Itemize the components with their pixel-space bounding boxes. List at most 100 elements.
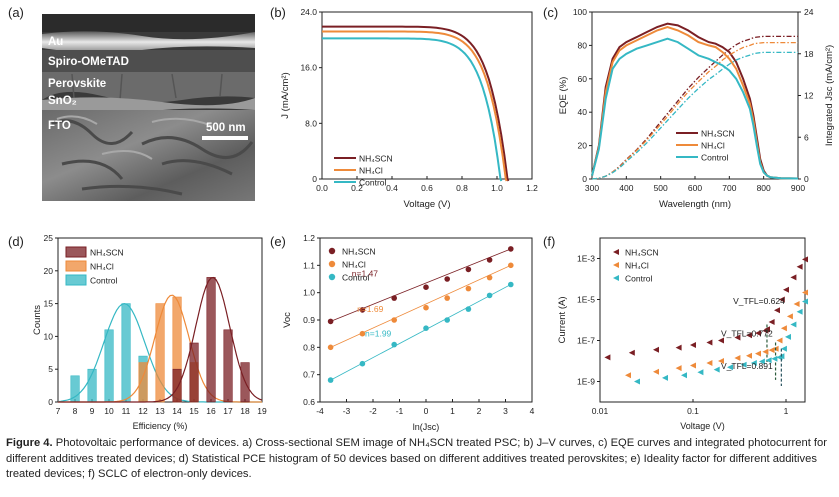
eqe-y2tick-2: 12 <box>804 91 814 101</box>
ideality-xtick-4: 0 <box>424 406 429 416</box>
ideality-point-0-5 <box>465 266 472 273</box>
ideality-point-2-2 <box>391 341 397 348</box>
eqe-ytick-2: 40 <box>578 107 588 117</box>
caption-text: Photovoltaic performance of devices. a) … <box>6 437 827 481</box>
ideality-point-1-7 <box>508 262 514 269</box>
ideality-xtick-2: -2 <box>369 406 377 416</box>
ideality-annotation-0: n=1.47 <box>352 268 379 278</box>
sclc-point-0-15 <box>783 286 789 293</box>
sclc-point-1-0 <box>625 372 631 379</box>
sclc-point-0-13 <box>774 307 780 314</box>
sclc-point-2-3 <box>697 369 704 376</box>
pce-ytick-0: 0 <box>48 397 53 407</box>
panel-label-f: (f) <box>543 234 556 249</box>
eqe-y2tick-0: 0 <box>804 174 809 184</box>
sclc-point-2-13 <box>780 345 787 352</box>
sclc-point-2-16 <box>796 308 803 315</box>
sclc-point-1-2 <box>675 365 682 372</box>
sclc-point-0-9 <box>755 330 761 337</box>
sclc-point-2-6 <box>740 361 747 368</box>
ideality-xtick-0: -4 <box>316 406 324 416</box>
jv-xtick-0: 0.0 <box>316 183 328 193</box>
ideality-point-0-2 <box>391 295 397 301</box>
sclc-point-1-16 <box>802 289 808 296</box>
ideality-xtick-3: -1 <box>396 406 404 416</box>
sem-label-sno2: SnO₂ <box>48 95 77 107</box>
ideality-annotation-1: n=1.69 <box>357 304 384 314</box>
sclc-point-1-1 <box>653 368 659 375</box>
pce-xtick-12: 19 <box>257 406 267 416</box>
pce-xtick-4: 11 <box>122 406 131 416</box>
pce-xtick-6: 13 <box>155 406 165 416</box>
ideality-legend-label-0: NH₄SCN <box>342 247 376 257</box>
pce-xlabel: Efficiency (%) <box>133 421 188 431</box>
sclc-legend-swatch-0 <box>613 249 619 255</box>
integrated-curve-2 <box>591 51 798 180</box>
eqe-xtick-5: 800 <box>757 183 771 193</box>
sclc-point-1-3 <box>690 362 696 369</box>
sclc-point-0-7 <box>734 334 741 341</box>
sclc-point-1-12 <box>776 337 783 344</box>
eqe-legend-label-2: Control <box>701 153 729 163</box>
pce-ytick-4: 20 <box>44 266 54 276</box>
pce-legend-swatch-1 <box>65 260 87 272</box>
sem-label-perovskite: Perovskite <box>48 78 106 90</box>
jv-xtick-3: 0.6 <box>421 183 433 193</box>
sclc-point-2-17 <box>802 298 808 305</box>
eqe-ytick-4: 80 <box>578 40 588 50</box>
ideality-point-2-6 <box>486 292 493 299</box>
pce-ytick-5: 25 <box>44 233 54 243</box>
jv-ytick-0: 0 <box>312 174 317 184</box>
panel-label-a: (a) <box>8 5 24 20</box>
ideality-point-2-7 <box>508 281 514 288</box>
jv-xtick-5: 1.0 <box>491 183 503 193</box>
sclc-legend-label-0: NH₄SCN <box>625 248 659 258</box>
ideality-ytick-0: 0.6 <box>303 397 315 407</box>
sclc-point-2-15 <box>790 321 797 328</box>
pce-ylabel: Counts <box>32 305 43 335</box>
pce-xtick-1: 8 <box>73 406 78 416</box>
panel-label-d: (d) <box>8 234 24 249</box>
sclc-vtfl-label-1: V_TFL=0.772 <box>721 328 773 338</box>
ideality-legend-swatch-0 <box>328 247 336 255</box>
sclc-ytick-0: 1E-9 <box>577 377 595 387</box>
pce-bar-0-2 <box>104 329 114 403</box>
sclc-point-1-13 <box>780 325 787 332</box>
jv-curve-2 <box>322 37 503 182</box>
ideality-legend-swatch-1 <box>328 260 336 268</box>
eqe-xtick-2: 500 <box>654 183 668 193</box>
sclc-xtick-2: 1 <box>784 406 789 416</box>
sclc-xtick-0: 0.01 <box>592 406 609 416</box>
sclc-point-2-5 <box>727 364 733 371</box>
sclc-point-2-7 <box>750 360 757 366</box>
panel-label-c: (c) <box>543 5 559 20</box>
sclc-ytick-2: 1E-5 <box>577 295 595 305</box>
sem-scale-bar <box>202 136 248 140</box>
jv-xtick-1: 0.2 <box>351 183 363 193</box>
sclc-vtfl-label-0: V_TFL=0.624 <box>733 296 785 306</box>
ideality-point-2-5 <box>465 306 472 312</box>
sclc-point-0-12 <box>768 319 775 325</box>
jv-ylabel: J (mA/cm²) <box>280 72 291 118</box>
pce-xtick-5: 12 <box>138 406 148 416</box>
eqe-ytick-3: 60 <box>578 74 588 84</box>
jv-xlabel: Voltage (V) <box>404 199 451 210</box>
jv-xtick-2: 0.4 <box>386 183 398 193</box>
sclc-point-0-14 <box>778 296 785 303</box>
eqe-chart: 300 400 500 600 700 800 9000204060801000612182… <box>558 7 835 210</box>
pce-legend-swatch-2 <box>65 274 87 286</box>
pce-histogram: 7 8 9 10 11 12 13 14 15 16 17 18 19 0 5 10 15 20 25 Efficie… <box>32 233 267 431</box>
sclc-point-0-3 <box>675 344 682 351</box>
caption-lead: Figure 4. <box>6 437 53 449</box>
pce-legend-label-0: NH₄SCN <box>90 248 124 258</box>
ideality-ytick-5: 1.1 <box>303 260 315 270</box>
ideality-legend-label-1: NH₄Cl <box>342 260 366 270</box>
ideality-fit-line-2 <box>330 284 511 381</box>
sclc-ytick-3: 1E-3 <box>577 254 595 264</box>
sclc-point-1-15 <box>793 301 800 307</box>
ideality-point-2-4 <box>444 317 450 323</box>
sem-scale-label: 500 nm <box>206 122 246 134</box>
sclc-point-2-4 <box>713 366 720 373</box>
eqe-ytick-5: 100 <box>573 7 587 17</box>
eqe-xlabel: Wavelength (nm) <box>659 199 731 210</box>
